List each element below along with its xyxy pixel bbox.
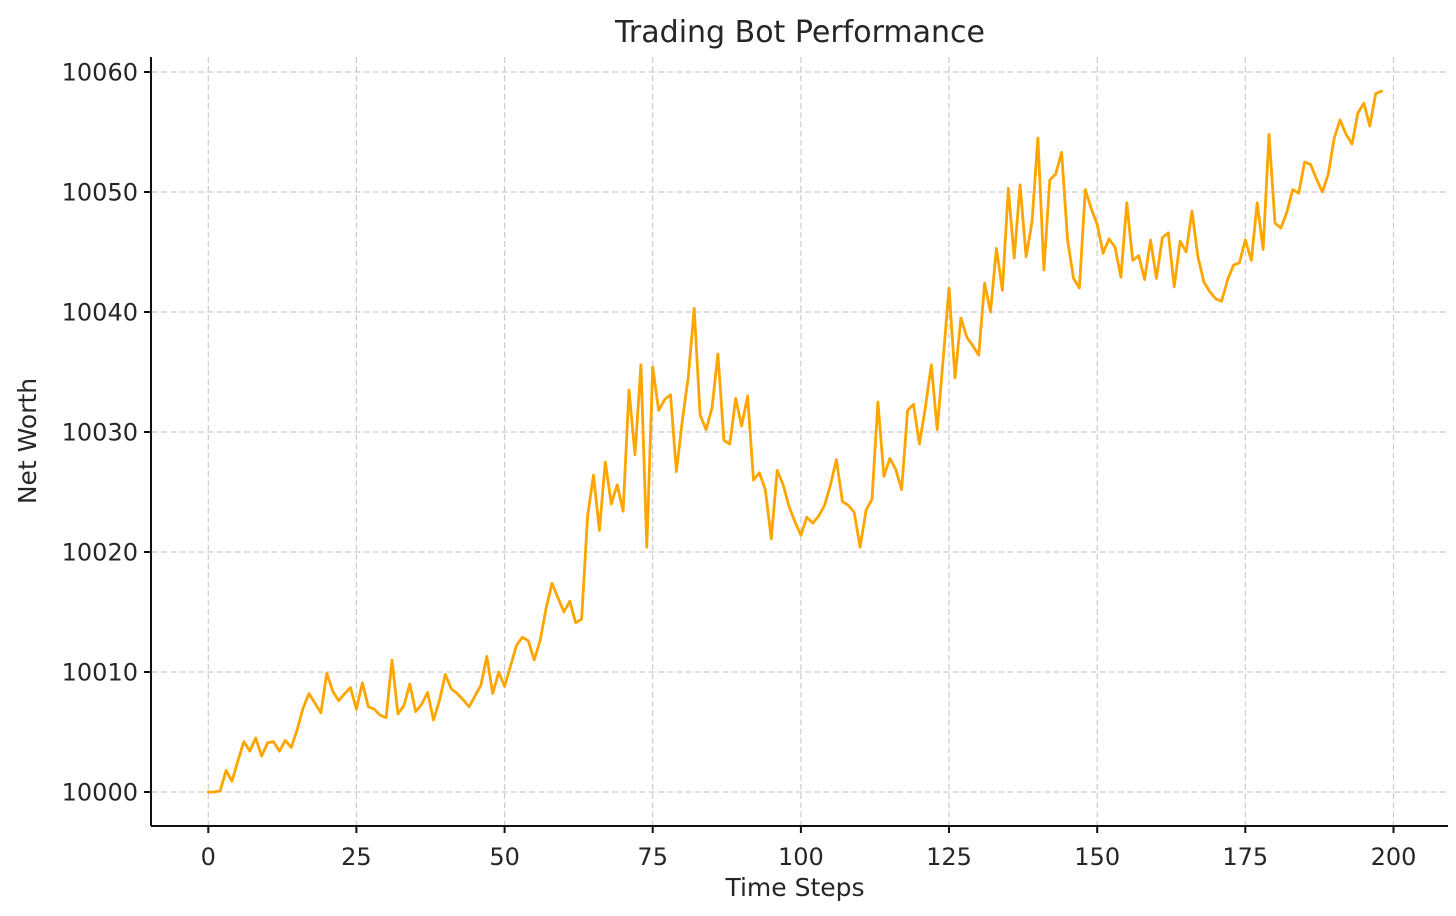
x-tick-label: 200: [1371, 843, 1417, 871]
chart-title: Trading Bot Performance: [614, 15, 985, 50]
y-tick-label: 10030: [62, 419, 138, 447]
x-tick-label: 100: [778, 843, 824, 871]
net-worth-line-series: [206, 89, 1383, 794]
x-tick-label: 50: [489, 843, 520, 871]
x-tick-label: 150: [1074, 843, 1120, 871]
y-tick-label: 10050: [62, 179, 138, 207]
y-tick-label: 10010: [62, 659, 138, 687]
x-tick-label: 0: [201, 843, 216, 871]
y-tick-label: 10040: [62, 299, 138, 327]
y-tick-label: 10000: [62, 779, 138, 807]
y-tick-label: 10060: [62, 59, 138, 87]
x-axis-label: Time Steps: [724, 873, 864, 902]
x-tick-label: 125: [926, 843, 972, 871]
axis-ticks: 10000 10010 10020 10030 10040 10050 10060 0 25 50…: [62, 59, 1417, 872]
x-tick-label: 75: [637, 843, 668, 871]
net-worth-line: [206, 89, 1383, 794]
x-tick-label: 175: [1222, 843, 1268, 871]
y-tick-label: 10020: [62, 539, 138, 567]
y-axis-label: Net Worth: [13, 378, 42, 504]
gridlines: [152, 57, 1448, 825]
axis-spines: [150, 57, 1448, 827]
x-tick-label: 25: [341, 843, 372, 871]
